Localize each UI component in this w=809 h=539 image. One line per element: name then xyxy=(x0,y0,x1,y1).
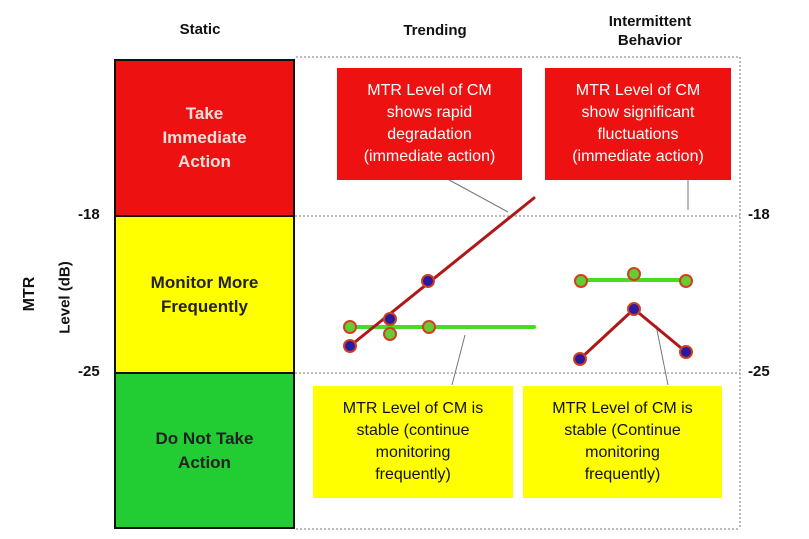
inter-red-marker-1 xyxy=(573,352,587,366)
trend-green-marker-2 xyxy=(383,327,397,341)
callout-trend-stable: MTR Level of CM is stable (continue moni… xyxy=(313,386,513,498)
callout-trend-rapid-degradation: MTR Level of CM shows rapid degradation … xyxy=(337,68,522,180)
pointer-trend-red xyxy=(439,174,509,213)
inter-red-marker-3 xyxy=(679,345,693,359)
tick-left-minus-18: -18 xyxy=(78,206,100,223)
trend-red-marker-2 xyxy=(383,312,397,326)
inter-green-marker-2 xyxy=(627,267,641,281)
gridlines xyxy=(295,56,741,530)
callout-pointers xyxy=(439,174,689,386)
zone-do-not-take-action: Do Not Take Action xyxy=(114,372,295,529)
inter-fluctuating-line xyxy=(578,307,688,361)
inter-green-marker-3 xyxy=(679,274,693,288)
tick-right-minus-18: -18 xyxy=(748,206,770,223)
inter-green-marker-1 xyxy=(574,274,588,288)
trend-red-marker-3 xyxy=(421,274,435,288)
zone-take-immediate-action: Take Immediate Action xyxy=(114,59,295,217)
callout-inter-stable: MTR Level of CM is stable (Continue moni… xyxy=(523,386,722,498)
trend-green-marker-3 xyxy=(422,320,436,334)
pointer-trend-yellow xyxy=(451,334,466,386)
trend-green-marker-1 xyxy=(343,320,357,334)
static-header: Static xyxy=(179,21,221,38)
markers xyxy=(343,267,693,366)
pointer-inter-yellow xyxy=(655,324,669,386)
trend-degrading-line xyxy=(348,196,536,348)
callout-inter-significant-fluctuations: MTR Level of CM show significant fluctua… xyxy=(545,68,731,180)
trending-header: Trending xyxy=(403,22,467,39)
tick-left-minus-25: -25 xyxy=(78,363,100,380)
intermittent-header: Intermittent Behavior xyxy=(608,13,692,49)
zone-monitor-more-frequently: Monitor More Frequently xyxy=(114,215,295,374)
trend-red-marker-1 xyxy=(343,339,357,353)
inter-red-marker-2 xyxy=(627,302,641,316)
tick-right-minus-25: -25 xyxy=(748,363,770,380)
